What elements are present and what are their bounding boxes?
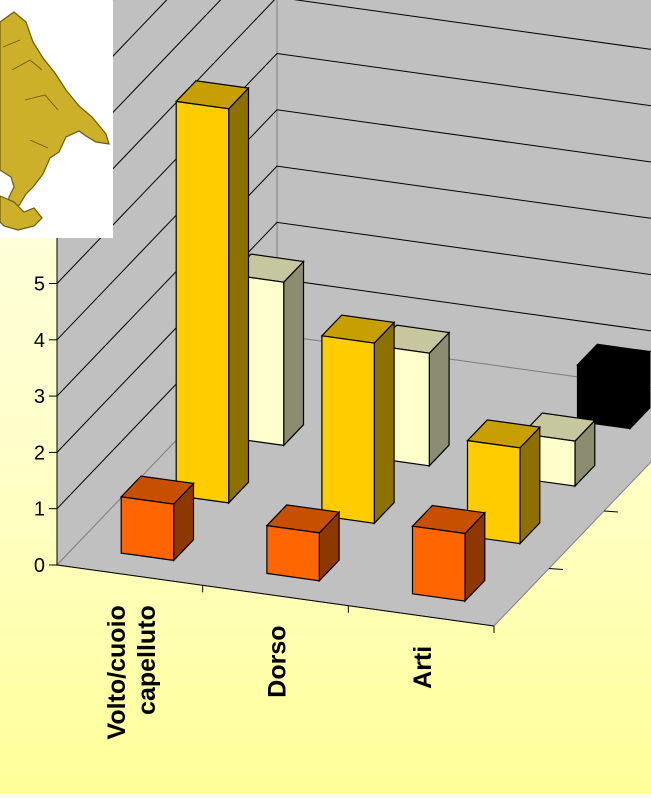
y-tick-label: 4 — [34, 330, 45, 352]
gridline — [56, 165, 651, 397]
bar — [576, 343, 651, 431]
bar — [320, 314, 396, 525]
bar — [174, 80, 250, 505]
x-category-labels: Volto/cuoio capelluto Dorso Arti — [103, 605, 437, 739]
bar-front — [321, 335, 375, 524]
bar-side — [228, 86, 250, 505]
gridline — [56, 0, 168, 115]
gridline — [56, 0, 222, 172]
x-category-label: Dorso — [264, 626, 292, 698]
southern-italy-map-icon — [0, 11, 110, 231]
bar-front — [576, 364, 631, 430]
x-category-label-line: Arti — [409, 646, 437, 689]
y-tick-labels: 0 1 2 3 4 5 — [34, 274, 45, 578]
bar-side — [428, 331, 450, 468]
x-category-label: Volto/cuoio capelluto — [103, 605, 161, 739]
bar — [119, 475, 195, 562]
x-category-label-line: capelluto — [133, 605, 161, 715]
y-tick-label: 2 — [34, 442, 45, 464]
y-tick-label: 1 — [34, 499, 45, 521]
gridline — [56, 221, 651, 453]
y-tick-label: 3 — [34, 386, 45, 408]
depth-tick — [548, 568, 564, 570]
bar-front — [120, 496, 175, 562]
bar-front — [175, 100, 230, 504]
x-axis-line — [56, 564, 495, 627]
bar — [411, 504, 487, 603]
bar-side — [283, 260, 305, 447]
y-tick-label: 5 — [34, 274, 45, 296]
gridline — [56, 109, 651, 341]
bar-front — [411, 525, 466, 602]
bar — [521, 412, 597, 488]
y-tick-label: 0 — [34, 555, 45, 577]
x-category-label-line: Volto/cuoio — [103, 605, 131, 739]
depth-tick — [603, 510, 619, 513]
x-category-label: Arti — [409, 646, 437, 689]
gridline — [56, 52, 651, 284]
gridline — [56, 0, 651, 228]
bars — [119, 80, 651, 603]
x-category-label-line: Dorso — [264, 626, 292, 698]
italy-map-inset — [0, 0, 113, 238]
bar — [265, 504, 341, 583]
bar-front — [266, 524, 320, 582]
bar-side — [373, 320, 395, 525]
